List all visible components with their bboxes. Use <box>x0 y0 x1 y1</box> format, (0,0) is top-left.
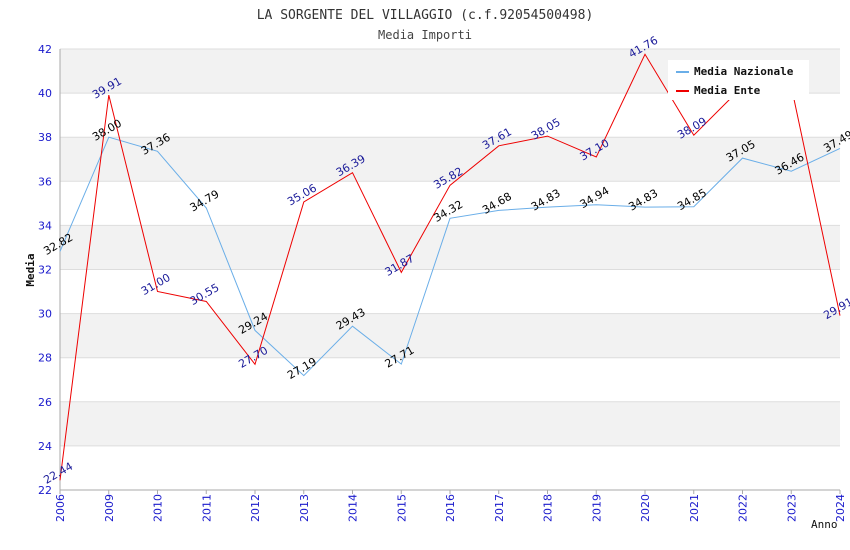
x-tick-label: 2024 <box>834 494 847 522</box>
x-tick-label: 2017 <box>493 494 506 522</box>
legend: Media Nazionale Media Ente <box>668 60 809 100</box>
x-tick-labels: 2006 2009 2010 2011 2012 2013 2014 2015 2016 2017… <box>54 494 847 522</box>
x-tick-label: 2014 <box>347 494 360 522</box>
x-tick-label: 2018 <box>542 494 555 522</box>
chart-subtitle: Media Importi <box>378 28 472 42</box>
y-tick-label: 40 <box>38 87 52 100</box>
x-tick-label: 2021 <box>688 494 701 522</box>
x-tick-label: 2012 <box>249 494 262 522</box>
data-label: 34.32 <box>431 198 465 225</box>
data-label: 34.85 <box>675 186 709 213</box>
data-label: 34.94 <box>578 184 612 211</box>
series-line-ente <box>59 53 841 481</box>
grid-band <box>60 225 840 270</box>
data-label: 22.44 <box>41 460 75 487</box>
x-axis-label: Anno <box>811 518 838 531</box>
data-label: 35.06 <box>285 181 319 208</box>
y-axis-label: Media <box>24 253 37 286</box>
legend-label-nazionale: Media Nazionale <box>694 65 794 78</box>
y-tick-label: 24 <box>38 440 52 453</box>
x-tick-label: 2022 <box>737 494 750 522</box>
y-tick-label: 26 <box>38 396 52 409</box>
series-lines <box>59 53 841 481</box>
grid-band <box>60 313 840 358</box>
data-label: 34.68 <box>480 190 514 217</box>
legend-label-ente: Media Ente <box>694 84 761 97</box>
background-bands <box>60 49 840 446</box>
grid-band <box>60 401 840 446</box>
y-tick-label: 38 <box>38 131 52 144</box>
x-tick-label: 2010 <box>152 494 165 522</box>
x-tick-label: 2023 <box>785 494 798 522</box>
x-tick-label: 2013 <box>298 494 311 522</box>
data-label: 34.83 <box>529 187 563 214</box>
gridlines <box>60 48 840 491</box>
y-tick-label: 42 <box>38 43 52 56</box>
x-tick-label: 2019 <box>590 494 603 522</box>
x-tick-label: 2016 <box>444 494 457 522</box>
y-tick-labels: 22 24 26 28 30 32 34 36 38 40 42 <box>38 43 52 497</box>
y-tick-label: 36 <box>38 175 52 188</box>
y-tick-label: 34 <box>38 219 52 232</box>
data-label: 30.55 <box>188 281 222 308</box>
x-tick-label: 2006 <box>54 494 67 522</box>
series-line-nazionale <box>59 136 841 377</box>
data-label: 27.19 <box>285 355 319 382</box>
y-tick-label: 22 <box>38 484 52 497</box>
y-tick-label: 32 <box>38 264 52 277</box>
y-tick-label: 30 <box>38 308 52 321</box>
legend-box <box>668 60 809 100</box>
x-tick-label: 2011 <box>200 494 213 522</box>
x-tick-label: 2015 <box>395 494 408 522</box>
y-tick-label: 28 <box>38 352 52 365</box>
grid-band <box>60 137 840 182</box>
chart-title: LA SORGENTE DEL VILLAGGIO (c.f.920545004… <box>257 8 594 23</box>
x-tick-label: 2020 <box>639 494 652 522</box>
axes <box>59 49 841 494</box>
data-label: 34.83 <box>626 187 660 214</box>
x-tick-label: 2009 <box>103 494 116 522</box>
